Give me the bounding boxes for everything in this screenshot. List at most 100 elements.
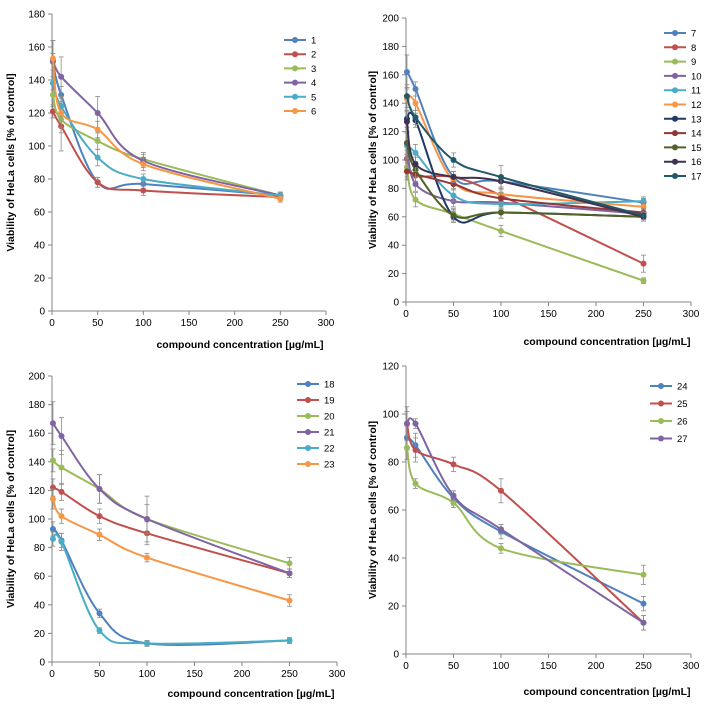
x-tick-label: 250 [635,309,652,320]
series-line [51,59,281,197]
series-22 [49,531,293,647]
data-point [412,161,419,168]
legend-entry-15: 15 [664,143,702,154]
y-tick-label: 200 [28,372,45,383]
legend-marker [292,93,298,100]
y-tick-label: 180 [28,10,45,21]
series-line [405,121,644,218]
x-tick-label: 150 [181,318,198,329]
x-tick-label: 50 [94,669,106,680]
data-point [498,174,504,181]
legend-marker [672,72,678,79]
y-tick-label: 120 [28,486,45,497]
legend-label: 24 [677,382,688,393]
data-point [96,513,103,520]
legend-label: 26 [677,417,688,428]
legend-marker [672,30,678,36]
legend-marker [672,173,678,179]
series-23 [49,488,293,607]
y-tick-label: 100 [28,142,45,153]
series-line [406,170,644,214]
legend-entry-20: 20 [297,412,335,423]
series-line [52,528,290,646]
legend-marker [672,158,678,165]
y-tick-label: 180 [382,42,399,53]
legend-marker [672,115,678,122]
series-line [52,486,290,575]
y-tick-label: 100 [382,410,399,421]
x-tick-label: 300 [318,318,335,329]
legend-marker [292,65,298,72]
legend-entry-2: 2 [284,50,316,61]
x-tick-label: 100 [493,661,510,672]
x-tick-label: 0 [403,309,409,320]
series-24 [403,425,647,612]
series-line [52,459,290,565]
series-1 [49,53,284,200]
x-tick-label: 100 [493,309,510,320]
chart-panel-top-left: 0 20 40 60 80 100 120 140 160 180 0 50 100 150 200 250 3… [5,10,335,352]
series-line [51,82,281,197]
series-line [406,71,644,204]
y-tick-label: 40 [388,241,400,252]
legend-marker [658,400,664,407]
legend-label: 2 [311,50,316,61]
data-point [144,640,150,647]
legend-marker [305,381,311,387]
legend-entry-11: 11 [664,86,701,97]
series-17 [403,84,647,221]
legend-entry-18: 18 [297,380,335,391]
data-point [450,461,457,468]
data-point [94,110,101,116]
series-line [51,58,281,200]
legend-entry-24: 24 [650,382,688,393]
series-line [405,166,644,282]
legend-label: 11 [691,86,701,97]
data-point [49,457,56,464]
y-tick-label: 60 [388,212,400,223]
series-line [405,447,644,576]
data-point [58,488,65,495]
x-tick-label: 150 [540,309,557,320]
data-point [403,444,410,451]
legend-marker [672,87,678,94]
legend-marker [292,108,298,114]
y-axis-title: Viability of HeLa cells [% of control] [5,430,17,608]
y-tick-label: 100 [28,515,45,526]
x-tick-label: 50 [92,318,104,329]
legend-entry-1: 1 [284,36,316,47]
series-line [405,95,644,217]
series-line [406,437,644,605]
series-line [406,144,644,206]
x-tick-label: 200 [234,669,251,680]
data-point [94,154,101,161]
data-point [498,526,504,533]
legend-entry-5: 5 [284,92,316,103]
legend-label: 3 [311,64,316,75]
y-tick-label: 200 [382,14,399,25]
legend-entry-7: 7 [664,29,696,40]
y-tick-label: 140 [28,76,45,87]
y-tick-label: 20 [34,629,46,640]
legend-marker [292,51,298,58]
data-point [450,174,457,181]
legend-entry-27: 27 [650,434,688,445]
series-16 [403,111,647,222]
y-axis-title: Viability of HeLa cells [% of control] [5,73,17,251]
legend-entry-17: 17 [664,172,702,183]
y-tick-label: 140 [28,457,45,468]
data-point [58,538,65,545]
data-point [412,100,419,107]
legend-entry-9: 9 [664,57,696,68]
x-tick-label: 150 [540,661,557,672]
legend-marker [292,79,298,86]
legend-label: 15 [691,143,702,154]
chart-panel-bottom-right: 0 20 40 60 80 100 120 0 50 100 150 200 250 300 Viabili… [367,362,700,699]
chart-panel-top-right: 0 20 40 60 80 100 120 140 160 180 200 0 50 100 150 200 2… [367,14,702,349]
legend-marker [658,418,664,424]
data-point [49,108,56,115]
data-point [403,68,410,75]
x-tick-label: 50 [448,309,460,320]
legend-marker [305,397,311,403]
